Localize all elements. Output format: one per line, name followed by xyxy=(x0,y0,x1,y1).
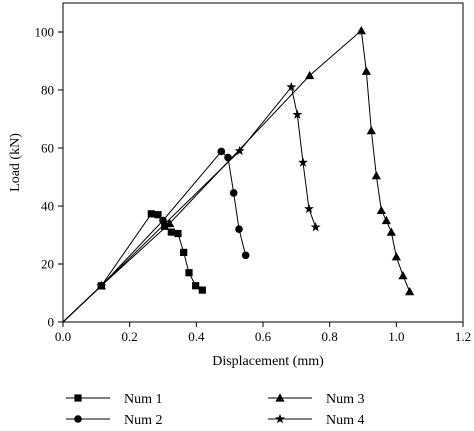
x-tick-label: 0.0 xyxy=(55,329,71,344)
data-point xyxy=(356,25,366,35)
series-circle xyxy=(62,147,250,323)
y-tick-label: 80 xyxy=(41,83,54,98)
data-point xyxy=(235,225,243,233)
data-point xyxy=(386,227,396,236)
data-point xyxy=(376,205,386,215)
legend-entry: Num 1 xyxy=(66,392,163,407)
data-point xyxy=(298,157,308,167)
data-point xyxy=(398,271,408,280)
legend-entry: Num 3 xyxy=(268,392,365,407)
data-point xyxy=(147,210,155,218)
x-axis-label: Displacement (mm) xyxy=(212,354,324,369)
data-point xyxy=(180,248,188,256)
data-point xyxy=(96,280,107,290)
series-line xyxy=(62,29,411,323)
data-point xyxy=(167,228,175,236)
x-tick-label: 1.0 xyxy=(388,329,404,344)
data-point xyxy=(305,70,315,80)
data-point xyxy=(361,66,371,75)
data-point xyxy=(304,203,314,214)
legend-label: Num 2 xyxy=(124,413,163,428)
y-axis-label: Load (kN) xyxy=(8,133,23,192)
legend-marker xyxy=(74,394,82,402)
data-point xyxy=(381,215,391,225)
data-point xyxy=(198,286,206,294)
series-line xyxy=(62,85,317,323)
data-point xyxy=(174,229,182,238)
y-tick-label: 20 xyxy=(41,257,54,272)
x-tick-label: 0.2 xyxy=(122,329,138,344)
data-point xyxy=(217,147,226,156)
legend-label: Num 1 xyxy=(124,392,163,407)
series-line xyxy=(62,150,247,323)
data-point xyxy=(371,170,381,180)
legend-marker xyxy=(74,415,82,423)
x-tick-label: 0.6 xyxy=(255,329,272,344)
data-point xyxy=(159,216,167,225)
y-tick-label: 0 xyxy=(48,315,55,330)
legend-entry: Num 2 xyxy=(66,413,163,428)
y-tick-label: 100 xyxy=(35,25,55,40)
x-tick-label: 0.8 xyxy=(322,329,338,344)
data-point xyxy=(366,126,376,135)
data-point xyxy=(286,81,297,92)
legend-label: Num 3 xyxy=(326,392,365,407)
data-point xyxy=(405,286,415,296)
legend: Num 1 Num 2 Num 3 Num 4 xyxy=(66,392,365,428)
legend-marker xyxy=(275,413,285,424)
axes: 0.0 0.2 0.4 0.6 0.8 1.0 1.2 0 20 40 60 80 100 Displac… xyxy=(8,2,471,369)
data-point xyxy=(185,269,193,277)
data-point xyxy=(391,252,401,261)
x-tick-label: 1.2 xyxy=(455,329,471,344)
x-tick-label: 0.4 xyxy=(188,329,205,344)
data-point xyxy=(161,222,169,230)
data-point xyxy=(229,189,238,197)
data-point xyxy=(192,282,200,290)
data-point xyxy=(165,218,175,228)
data-point xyxy=(241,251,250,260)
series-square xyxy=(62,210,206,323)
data-point xyxy=(310,221,321,232)
plot-area xyxy=(62,25,415,323)
y-tick-label: 60 xyxy=(41,141,54,156)
legend-label: Num 4 xyxy=(326,413,365,428)
data-point xyxy=(234,145,245,156)
y-tick-label: 40 xyxy=(41,199,54,214)
data-point xyxy=(292,109,303,119)
legend-marker xyxy=(275,393,285,402)
legend-entry: Num 4 xyxy=(268,413,365,428)
series-star xyxy=(62,81,321,323)
series-triangle xyxy=(62,25,415,323)
data-point xyxy=(154,211,162,219)
